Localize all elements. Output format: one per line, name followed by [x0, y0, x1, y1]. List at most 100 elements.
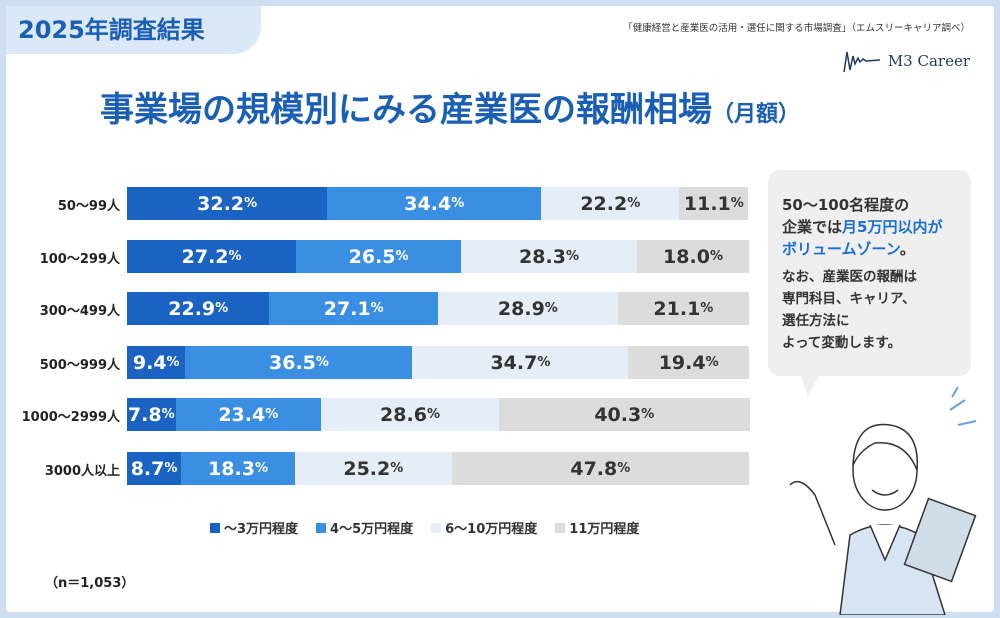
percent-sign: %	[451, 196, 465, 211]
bar-segment: 18.0%	[637, 240, 749, 273]
bar-segment: 25.2%	[294, 452, 452, 485]
percent-sign: %	[641, 407, 655, 422]
bar-segment: 8.7%	[127, 452, 182, 485]
data-label: 11.1	[683, 192, 731, 215]
callout-bubble: 50〜100名程度の 企業では月5万円以内が ボリュームゾーン。 なお、産業医の…	[768, 170, 971, 376]
bar-segment: 32.2%	[127, 187, 328, 220]
bar-segment: 28.9%	[438, 292, 618, 325]
bar-segment: 7.8%	[127, 398, 176, 431]
data-label: 34.7	[490, 351, 538, 374]
percent-sign: %	[265, 407, 279, 422]
percent-sign: %	[544, 301, 558, 316]
logo-text: M3 Career	[887, 52, 970, 70]
sample-size: （n＝1,053）	[45, 576, 135, 591]
data-label: 27.2	[181, 245, 229, 268]
percent-sign: %	[627, 196, 641, 211]
percent-sign: %	[215, 301, 229, 316]
bubble-tail	[800, 374, 820, 396]
bar-segment: 27.2%	[127, 240, 297, 273]
data-label: 27.1	[323, 297, 371, 320]
callout-highlight: 月5万円以内が	[842, 218, 943, 236]
data-label: 32.2	[197, 192, 245, 215]
percent-sign: %	[617, 461, 631, 476]
bar-segment: 21.1%	[617, 292, 749, 325]
bar-segment: 36.5%	[185, 346, 413, 379]
callout-body: なお、産業医の報酬は	[782, 269, 917, 285]
bar-segment: 40.3%	[498, 398, 750, 431]
m3-career-logo: M3 Career	[842, 48, 970, 74]
data-label: 26.5	[348, 245, 396, 268]
percent-sign: %	[370, 301, 384, 316]
legend-label: 6〜10万円程度	[445, 522, 538, 537]
data-label: 21.1	[653, 297, 701, 320]
callout-line: 50〜100名程度の	[782, 196, 910, 214]
bar-segment: 27.1%	[269, 292, 438, 325]
percent-sign: %	[244, 196, 258, 211]
percent-sign: %	[537, 355, 551, 370]
data-label: 7.8	[127, 403, 162, 426]
bar-segment: 34.7%	[412, 346, 629, 379]
percent-sign: %	[705, 355, 719, 370]
callout-body: 選任方法に	[782, 313, 850, 329]
bar-segment: 11.1%	[679, 187, 749, 220]
data-label: 28.3	[519, 245, 566, 268]
bar-segment: 9.4%	[127, 346, 186, 379]
callout-line: 企業では	[782, 218, 843, 236]
legend-item: 4〜5万円程度	[316, 518, 413, 537]
bar-segment: 18.3%	[181, 452, 295, 485]
bar-segment: 19.4%	[628, 346, 749, 379]
callout-body: 専門科目、キャリア、	[782, 291, 916, 307]
chart-legend: 〜3万円程度 4〜5万円程度 6〜10万円程度 11万円程度	[210, 518, 639, 537]
legend-swatch	[431, 522, 442, 533]
category-label: 100〜299人	[39, 252, 120, 267]
percent-sign: %	[565, 249, 579, 264]
category-label: 50〜99人	[57, 199, 120, 214]
legend-swatch	[555, 522, 566, 533]
data-label: 25.2	[343, 457, 391, 480]
data-label: 22.9	[168, 297, 216, 320]
percent-sign: %	[395, 249, 409, 264]
callout-body: よって変動します。	[782, 335, 902, 351]
legend-swatch	[210, 522, 220, 533]
page-title: 事業場の規模別にみる産業医の報酬相場（月額）	[0, 82, 1000, 131]
category-label: 500〜999人	[39, 358, 120, 373]
bar-segment: 23.4%	[175, 398, 322, 431]
title-suffix: （月額）	[711, 102, 800, 127]
data-label: 36.5	[269, 351, 316, 374]
bar-segment: 34.4%	[327, 187, 542, 220]
businesswoman-illustration	[789, 386, 977, 615]
data-label: 40.3	[594, 403, 642, 426]
data-label: 47.8	[570, 457, 618, 480]
legend-swatch	[316, 522, 327, 533]
year-badge: 2025年調査結果	[6, 6, 261, 54]
percent-sign: %	[426, 407, 440, 422]
legend-item: 〜3万円程度	[210, 518, 298, 537]
data-label: 19.4	[658, 351, 706, 374]
data-label: 22.2	[580, 192, 628, 215]
percent-sign: %	[166, 355, 180, 370]
bar-segment: 26.5%	[296, 240, 461, 273]
callout-highlight: ボリュームゾーン	[782, 240, 900, 258]
data-label: 23.4	[218, 403, 266, 426]
data-label: 18.3	[208, 457, 255, 480]
source-note: 「健康経営と産業医の活用・選任に関する市場調査」（エムスリーキャリア調べ）	[623, 23, 970, 34]
legend-label: 11万円程度	[569, 522, 640, 537]
category-label: 3000人以上	[44, 464, 120, 479]
percent-sign: %	[390, 461, 404, 476]
data-label: 8.7	[130, 457, 165, 480]
data-label: 28.9	[497, 297, 545, 320]
bar-segment: 47.8%	[451, 452, 749, 485]
percent-sign: %	[228, 249, 242, 264]
data-label: 28.6	[380, 403, 427, 426]
data-label: 18.0	[663, 245, 710, 268]
percent-sign: %	[164, 461, 178, 476]
legend-item: 11万円程度	[555, 518, 639, 537]
percent-sign: %	[709, 249, 723, 264]
legend-item: 6〜10万円程度	[431, 518, 537, 537]
percent-sign: %	[315, 355, 329, 370]
data-label: 9.4	[132, 351, 167, 374]
category-label: 1000〜2999人	[21, 410, 120, 425]
percent-sign: %	[254, 461, 268, 476]
callout-line: 。	[899, 240, 915, 258]
wave-icon	[843, 51, 880, 73]
